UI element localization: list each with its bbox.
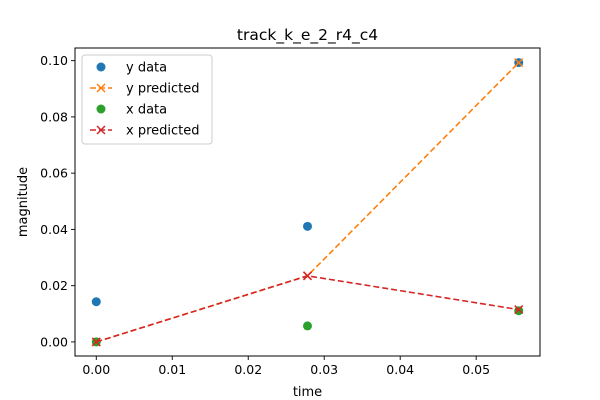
- legend: y data y predicted x data x predicted: [81, 54, 213, 145]
- series-x-predicted-point-stroke-b: [514, 305, 524, 315]
- legend-entry-x-data-marker: [96, 104, 106, 114]
- legend-entry-x-data: x data: [96, 103, 167, 118]
- legend-entry-y-predicted-label: y predicted: [126, 82, 200, 97]
- series-x-predicted-point-stroke-b: [91, 337, 101, 347]
- legend-entry-x-predicted-marker: [96, 125, 106, 135]
- legend-entry-x-data-label: x data: [126, 103, 167, 118]
- legend-entry-y-data-label: y data: [126, 61, 167, 76]
- y-tick-label: 0.10: [40, 53, 68, 68]
- x-tick-label: 0.02: [234, 362, 262, 377]
- x-tick-label: 0.05: [462, 362, 490, 377]
- legend-entry-y-predicted: y predicted: [90, 82, 200, 97]
- legend-entry-y-data: y data: [96, 61, 167, 76]
- series-layer: [91, 58, 524, 347]
- series-x-predicted-point: [514, 305, 524, 315]
- series-x-data-point: [514, 306, 524, 316]
- legend-entry-y-predicted-marker-stroke-b: [96, 83, 106, 93]
- axes-frame: [74, 47, 541, 357]
- x-axis-ticks: 0.00 0.01 0.02 0.03 0.04 0.05: [82, 356, 490, 377]
- y-tick-label: 0.04: [40, 222, 68, 237]
- y-tick-label: 0.02: [40, 278, 68, 293]
- legend-entry-x-predicted: x predicted: [90, 124, 200, 139]
- y-tick-label: 0.00: [40, 334, 68, 349]
- series-y-predicted-point: [514, 58, 524, 68]
- series-x-predicted-point: [91, 337, 101, 347]
- legend-box: [81, 54, 213, 145]
- x-axis-label: time: [293, 385, 322, 400]
- y-tick-label: 0.08: [40, 109, 68, 124]
- legend-entry-y-data-marker: [96, 62, 106, 72]
- chart-title: track_k_e_2_r4_c4: [237, 26, 378, 45]
- x-tick-label: 0.03: [310, 362, 338, 377]
- series-x-predicted-point: [302, 271, 313, 281]
- x-tick-label: 0.00: [82, 362, 110, 377]
- legend-entry-y-predicted-marker: [96, 83, 106, 93]
- y-axis-label: magnitude: [16, 167, 31, 237]
- legend-entry-x-predicted-marker-stroke-b: [96, 125, 106, 135]
- series-x-data-point: [303, 321, 312, 331]
- x-tick-label: 0.01: [158, 362, 186, 377]
- series-y-data-point: [303, 221, 312, 231]
- x-tick-label: 0.04: [386, 362, 414, 377]
- y-axis-ticks: 0.00 0.02 0.04 0.06 0.08 0.10: [40, 53, 75, 349]
- series-y-data-point: [91, 297, 101, 307]
- legend-entry-x-predicted-label: x predicted: [126, 124, 200, 139]
- y-tick-label: 0.06: [40, 166, 68, 181]
- series-x-predicted-point-stroke-b: [302, 271, 313, 281]
- series-y-predicted-point-stroke-b: [514, 58, 524, 68]
